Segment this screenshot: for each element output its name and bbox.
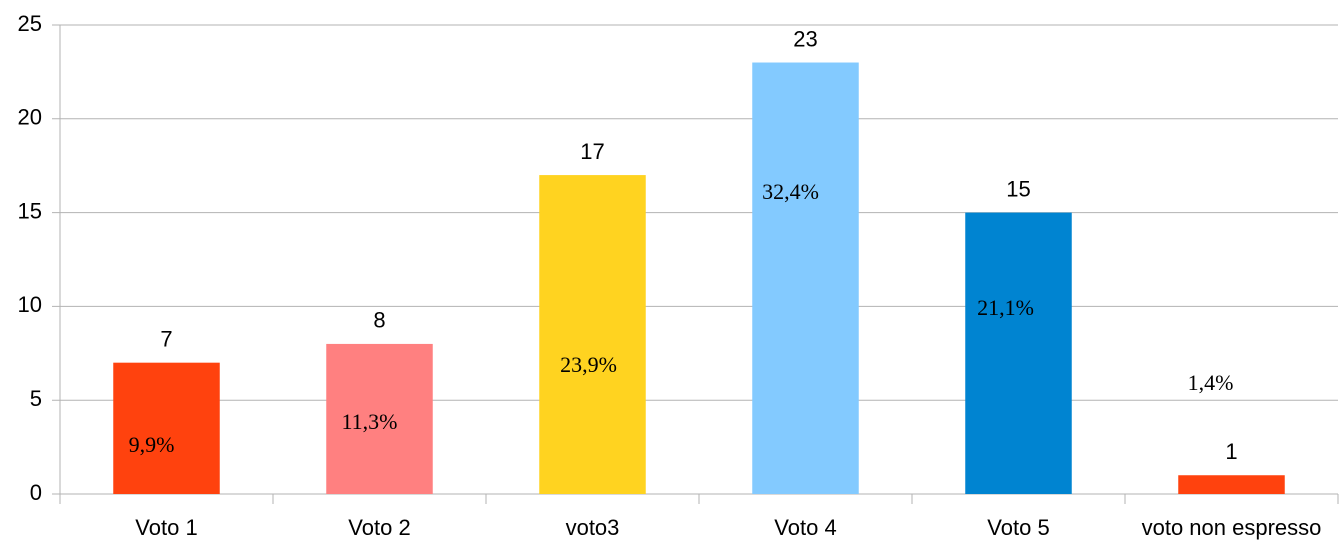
y-tick-label: 15 [18,198,42,223]
percent-label: 21,1% [977,295,1034,320]
y-tick-label: 20 [18,105,42,130]
x-tick-label: voto non espresso [1142,515,1322,540]
percent-label: 32,4% [762,179,819,204]
bar [113,362,220,494]
value-label: 23 [793,26,817,51]
x-tick-label: Voto 1 [135,515,197,540]
x-tick-label: Voto 5 [987,515,1049,540]
bar [539,175,646,494]
percent-label: 9,9% [129,432,175,457]
y-tick-label: 10 [18,292,42,317]
x-tick-label: voto3 [566,515,620,540]
y-tick-label: 0 [30,480,42,505]
y-tick-label: 5 [30,386,42,411]
value-label: 1 [1225,439,1237,464]
percent-label: 1,4% [1188,370,1234,395]
bar [1178,475,1285,494]
bar [752,62,859,495]
bar [326,343,433,494]
percent-label: 11,3% [341,409,397,434]
value-label: 7 [160,326,172,351]
bar [965,212,1072,494]
x-tick-label: Voto 4 [774,515,836,540]
value-label: 17 [580,139,604,164]
x-tick-label: Voto 2 [348,515,410,540]
value-label: 8 [373,308,385,333]
value-label: 15 [1006,176,1030,201]
y-tick-label: 25 [18,11,42,36]
percent-label: 23,9% [560,352,617,377]
